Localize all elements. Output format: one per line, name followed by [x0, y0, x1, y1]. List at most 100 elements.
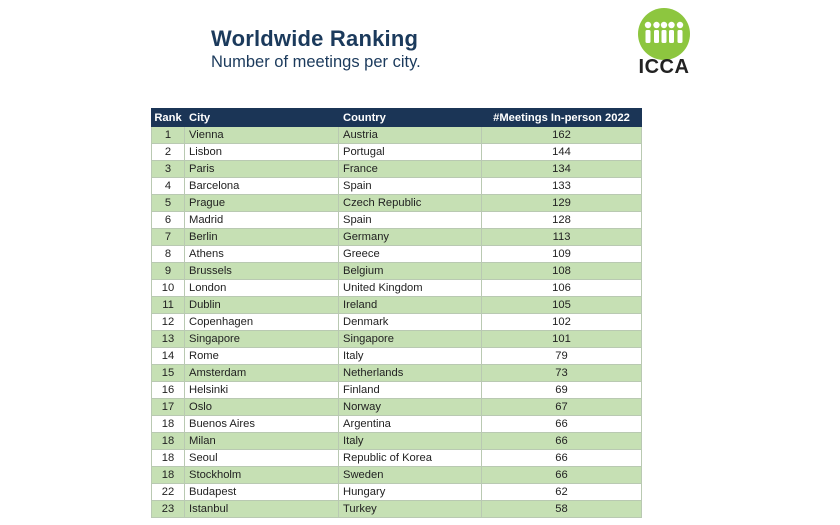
- cell-rank: 9: [151, 262, 185, 280]
- cell-meetings: 105: [481, 296, 642, 314]
- cell-rank: 23: [151, 500, 185, 518]
- cell-rank: 11: [151, 296, 185, 314]
- cell-city: Buenos Aires: [184, 415, 339, 433]
- page-subtitle: Number of meetings per city.: [211, 53, 421, 71]
- cell-meetings: 79: [481, 347, 642, 365]
- cell-country: Austria: [338, 126, 482, 144]
- cell-country: Hungary: [338, 483, 482, 501]
- cell-rank: 10: [151, 279, 185, 297]
- cell-country: Portugal: [338, 143, 482, 161]
- table-row: 18 Seoul Republic of Korea 66: [151, 449, 642, 467]
- table-row: 22 Budapest Hungary 62: [151, 483, 642, 501]
- cell-country: Greece: [338, 245, 482, 263]
- cell-city: Athens: [184, 245, 339, 263]
- column-header-city: City: [184, 108, 339, 127]
- cell-meetings: 113: [481, 228, 642, 246]
- cell-country: Argentina: [338, 415, 482, 433]
- cell-country: Ireland: [338, 296, 482, 314]
- cell-meetings: 58: [481, 500, 642, 518]
- cell-rank: 22: [151, 483, 185, 501]
- cell-meetings: 109: [481, 245, 642, 263]
- cell-meetings: 106: [481, 279, 642, 297]
- cell-city: Rome: [184, 347, 339, 365]
- table-row: 11 Dublin Ireland 105: [151, 296, 642, 314]
- cell-rank: 18: [151, 432, 185, 450]
- table-row: 3 Paris France 134: [151, 160, 642, 178]
- table-row: 13 Singapore Singapore 101: [151, 330, 642, 348]
- cell-rank: 3: [151, 160, 185, 178]
- cell-rank: 16: [151, 381, 185, 399]
- cell-rank: 8: [151, 245, 185, 263]
- table-row: 15 Amsterdam Netherlands 73: [151, 364, 642, 382]
- cell-city: Barcelona: [184, 177, 339, 195]
- cell-city: Dublin: [184, 296, 339, 314]
- cell-country: France: [338, 160, 482, 178]
- cell-meetings: 101: [481, 330, 642, 348]
- table-row: 14 Rome Italy 79: [151, 347, 642, 365]
- cell-meetings: 128: [481, 211, 642, 229]
- cell-meetings: 108: [481, 262, 642, 280]
- cell-city: Brussels: [184, 262, 339, 280]
- cell-city: Helsinki: [184, 381, 339, 399]
- cell-country: Sweden: [338, 466, 482, 484]
- cell-city: Singapore: [184, 330, 339, 348]
- cell-meetings: 62: [481, 483, 642, 501]
- table-row: 18 Milan Italy 66: [151, 432, 642, 450]
- table-row: 16 Helsinki Finland 69: [151, 381, 642, 399]
- cell-rank: 2: [151, 143, 185, 161]
- cell-city: Vienna: [184, 126, 339, 144]
- page-title: Worldwide Ranking: [211, 26, 419, 51]
- cell-country: Belgium: [338, 262, 482, 280]
- cell-city: Amsterdam: [184, 364, 339, 382]
- cell-meetings: 66: [481, 449, 642, 467]
- table-row: 7 Berlin Germany 113: [151, 228, 642, 246]
- table-row: 9 Brussels Belgium 108: [151, 262, 642, 280]
- cell-country: Czech Republic: [338, 194, 482, 212]
- cell-rank: 18: [151, 466, 185, 484]
- cell-city: Paris: [184, 160, 339, 178]
- cell-meetings: 66: [481, 415, 642, 433]
- table-body: 1 Vienna Austria 162 2 Lisbon Portugal 144 3 Pari…: [151, 126, 642, 518]
- cell-country: Spain: [338, 177, 482, 195]
- cell-country: Italy: [338, 432, 482, 450]
- cell-city: Prague: [184, 194, 339, 212]
- cell-city: Stockholm: [184, 466, 339, 484]
- cell-city: Budapest: [184, 483, 339, 501]
- cell-meetings: 129: [481, 194, 642, 212]
- column-header-meetings: #Meetings In-person 2022: [481, 108, 642, 127]
- table-row: 5 Prague Czech Republic 129: [151, 194, 642, 212]
- cell-city: Istanbul: [184, 500, 339, 518]
- cell-meetings: 133: [481, 177, 642, 195]
- cell-meetings: 66: [481, 466, 642, 484]
- cell-country: Republic of Korea: [338, 449, 482, 467]
- cell-country: Denmark: [338, 313, 482, 331]
- icca-logo: ICCA: [634, 8, 698, 78]
- column-header-rank: Rank: [151, 108, 185, 127]
- table-row: 18 Buenos Aires Argentina 66: [151, 415, 642, 433]
- cell-rank: 12: [151, 313, 185, 331]
- cell-meetings: 67: [481, 398, 642, 416]
- cell-meetings: 134: [481, 160, 642, 178]
- table-header-row: Rank City Country #Meetings In-person 20…: [151, 108, 642, 127]
- cell-country: Finland: [338, 381, 482, 399]
- cell-city: Seoul: [184, 449, 339, 467]
- cell-rank: 6: [151, 211, 185, 229]
- cell-city: London: [184, 279, 339, 297]
- cell-meetings: 144: [481, 143, 642, 161]
- table-row: 8 Athens Greece 109: [151, 245, 642, 263]
- cell-rank: 1: [151, 126, 185, 144]
- table-row: 18 Stockholm Sweden 66: [151, 466, 642, 484]
- table-row: 10 London United Kingdom 106: [151, 279, 642, 297]
- cell-country: Singapore: [338, 330, 482, 348]
- cell-country: United Kingdom: [338, 279, 482, 297]
- cell-city: Oslo: [184, 398, 339, 416]
- table-row: 12 Copenhagen Denmark 102: [151, 313, 642, 331]
- cell-rank: 14: [151, 347, 185, 365]
- cell-city: Madrid: [184, 211, 339, 229]
- cell-meetings: 73: [481, 364, 642, 382]
- table-row: 4 Barcelona Spain 133: [151, 177, 642, 195]
- table-row: 23 Istanbul Turkey 58: [151, 500, 642, 518]
- cell-rank: 13: [151, 330, 185, 348]
- cell-rank: 18: [151, 449, 185, 467]
- cell-city: Lisbon: [184, 143, 339, 161]
